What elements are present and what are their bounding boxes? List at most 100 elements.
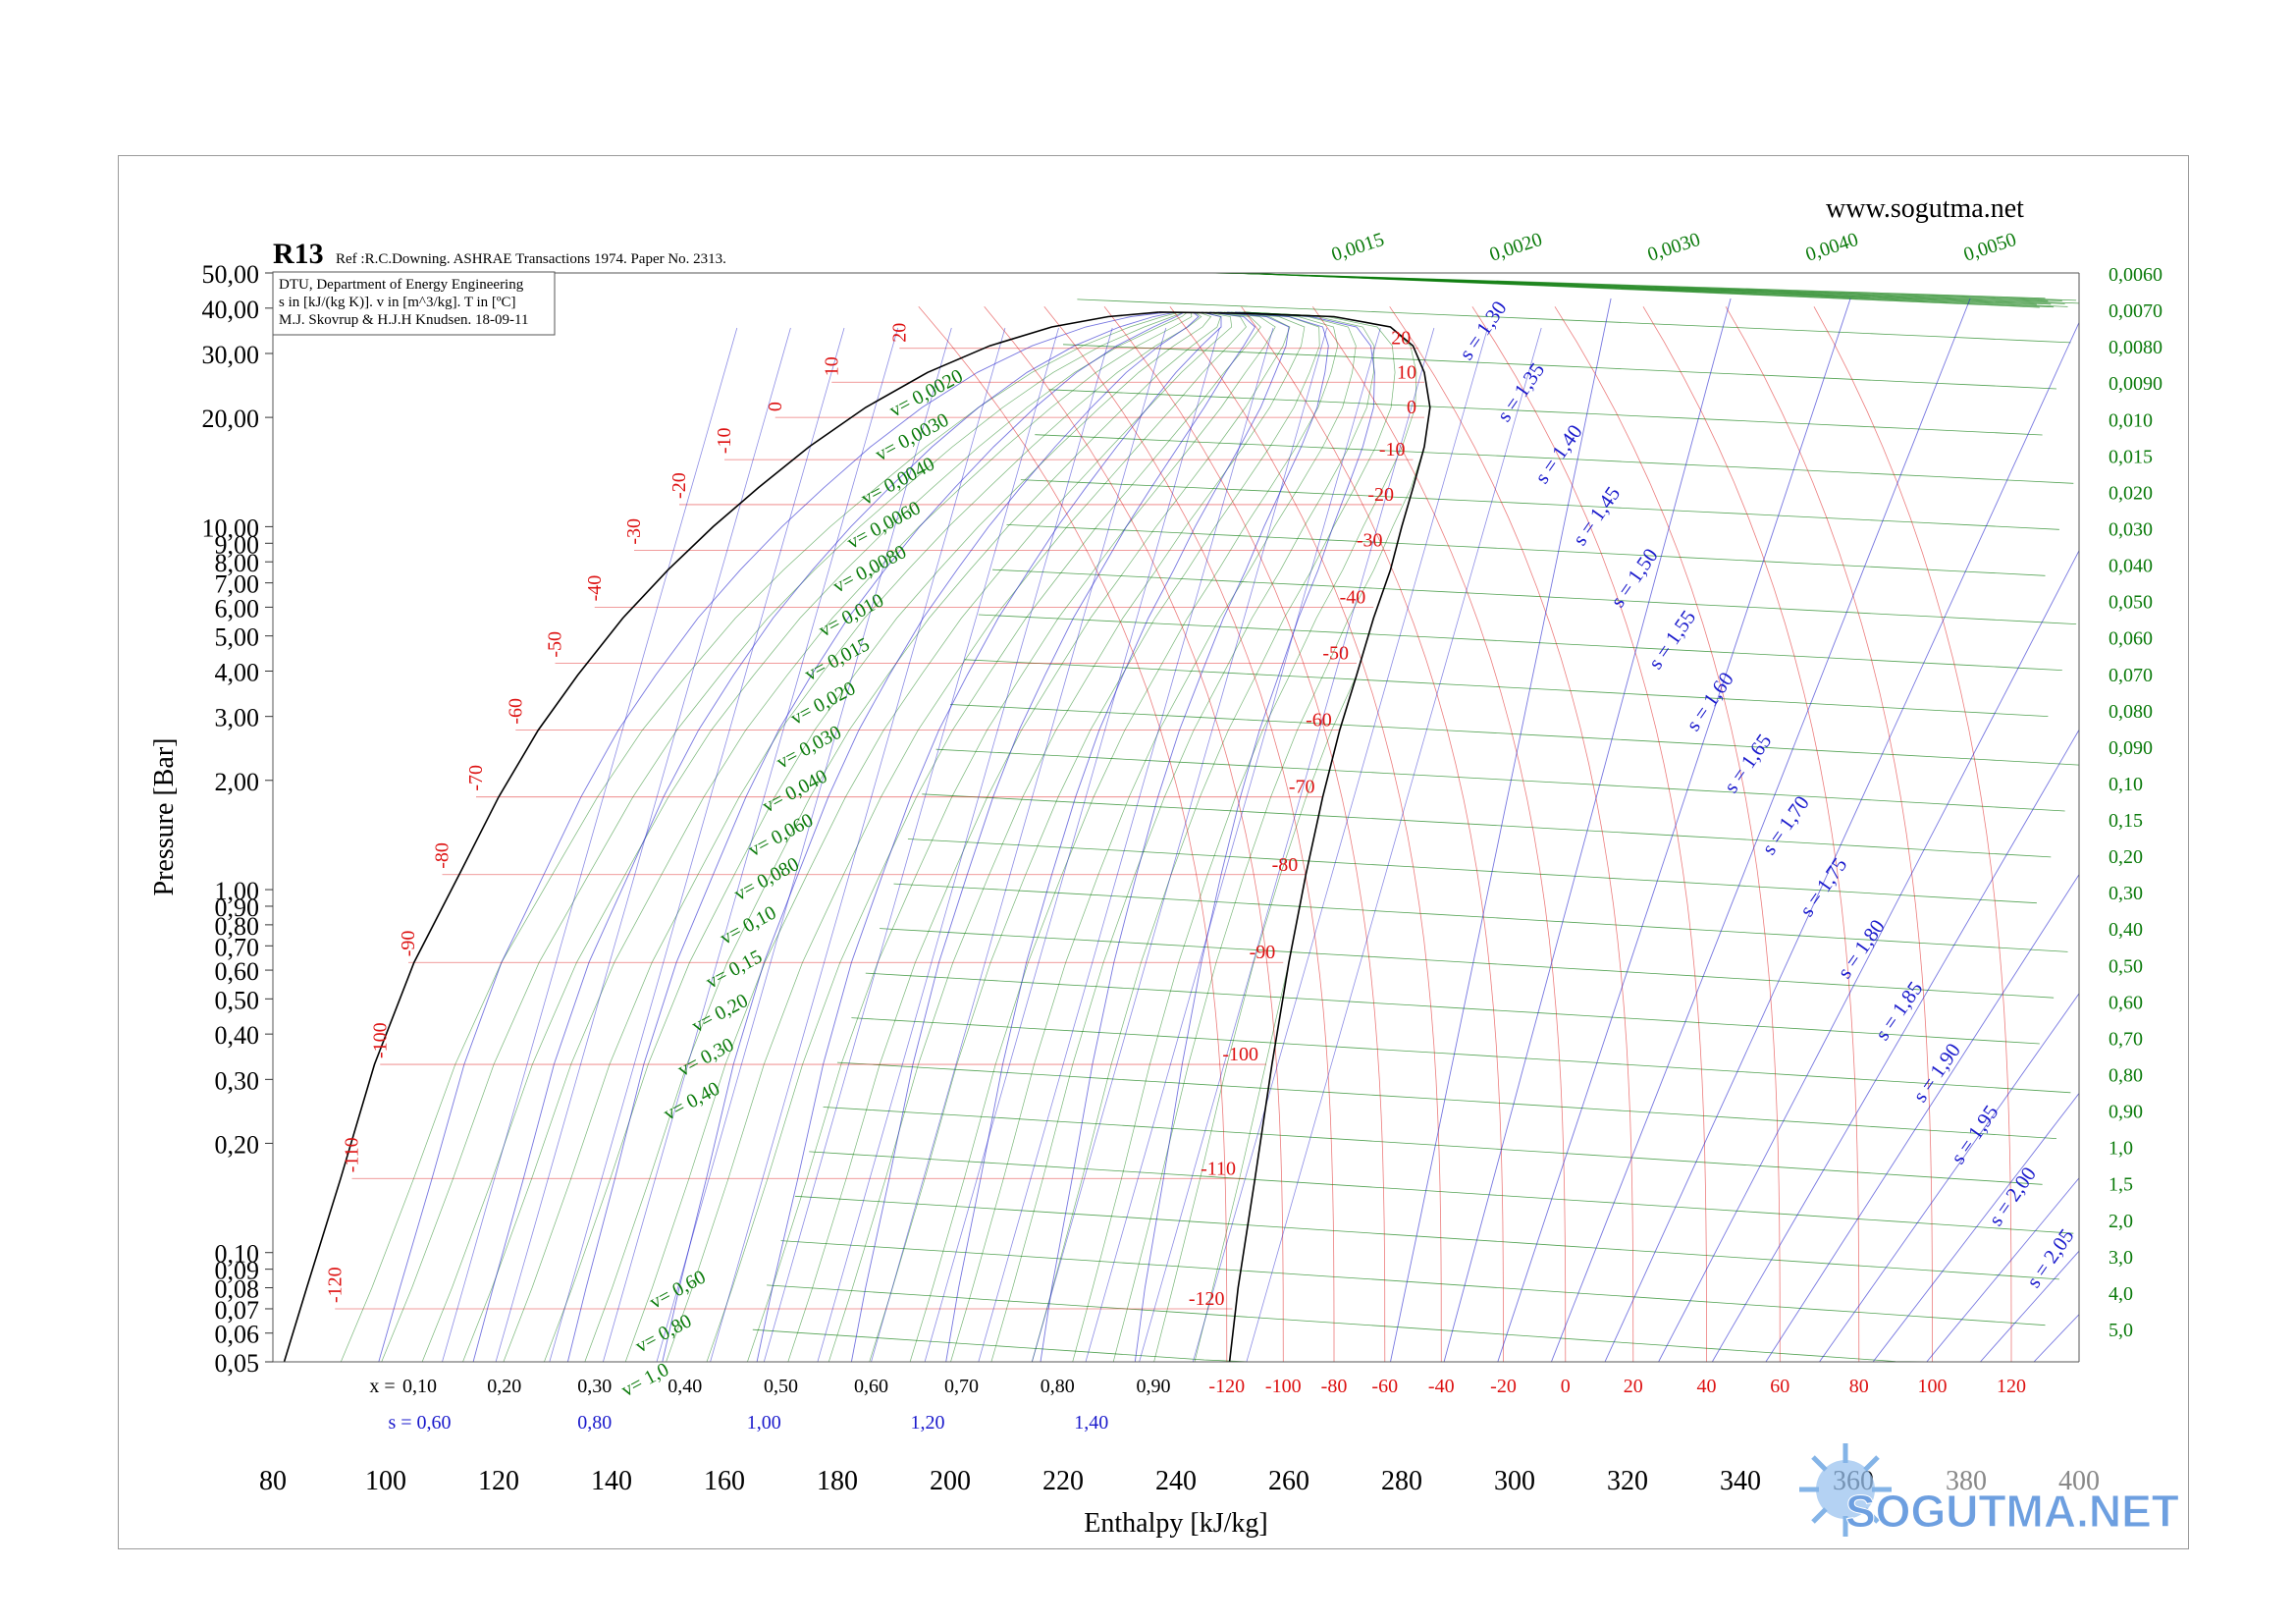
- isentrope-label: s = 1,70: [1757, 791, 1814, 859]
- y-tick-label: 50,00: [202, 260, 260, 289]
- isentrope-line: [1711, 729, 2079, 1362]
- isochore-right-label: 0,0080: [2109, 337, 2163, 358]
- isochore-right-label: 0,010: [2109, 409, 2153, 431]
- chart-title: R13: [273, 238, 324, 270]
- two-phase-isochore: [462, 311, 1193, 1362]
- two-phase-isochore: [747, 311, 1276, 1362]
- two-phase-isochore: [1194, 311, 1431, 1362]
- isentrope-line: [603, 327, 899, 1362]
- y-tick-label: 40,00: [202, 296, 260, 324]
- y-tick-label: 0,05: [215, 1349, 260, 1378]
- isochore-right-label: 0,70: [2109, 1028, 2143, 1050]
- isochore-line: [949, 704, 2079, 766]
- y-tick-label: 0,40: [215, 1021, 260, 1050]
- two-phase-isochore: [909, 311, 1339, 1362]
- isochore-right-label: 4,0: [2109, 1283, 2133, 1305]
- isotherm-line: [1103, 306, 1386, 1362]
- isochore-label: v= 0,030: [774, 722, 845, 774]
- isochore-line: [865, 972, 2040, 1045]
- isotherm-label: -30: [623, 518, 645, 545]
- isochore-label: v= 0,10: [717, 902, 779, 949]
- isochore-label: v= 0,20: [688, 990, 751, 1037]
- temperature-scale-label: 40: [1697, 1376, 1717, 1397]
- isotherm-vapor-label: -40: [1340, 586, 1366, 608]
- watermark-text: SOGUTMA.NET: [1845, 1486, 2179, 1537]
- isochore-line: [794, 1195, 2059, 1280]
- isotherm-line: [1389, 306, 1634, 1362]
- two-phase-isochore: [1153, 311, 1431, 1362]
- info-line: s in [kJ/(kg K)]. v in [m^3/kg]. T in [º…: [279, 295, 516, 310]
- isochore-right-label: 2,0: [2109, 1211, 2133, 1232]
- two-phase-isochore: [706, 311, 1261, 1362]
- isochore-label: v= 0,40: [661, 1078, 723, 1125]
- isotherm-line: [1554, 306, 1781, 1362]
- x-tick-label: 140: [591, 1466, 632, 1496]
- quality-line: [756, 311, 1222, 1362]
- isochore-right-label: 0,040: [2109, 556, 2153, 577]
- temperature-scale-label: -80: [1321, 1376, 1348, 1397]
- isentrope-line: [763, 327, 1059, 1362]
- x-tick-label: 200: [930, 1466, 971, 1496]
- quality-label: 0,30: [577, 1376, 612, 1397]
- isochore-line: [851, 1017, 2071, 1094]
- two-phase-isochore: [584, 311, 1221, 1362]
- isotherm-line: [1311, 306, 1567, 1362]
- isentrope-line: [1550, 298, 1971, 1362]
- isochore-right-label: 0,080: [2109, 701, 2153, 723]
- isentrope-label: s = 2,00: [1984, 1163, 2041, 1230]
- isochore-line: [907, 839, 2037, 904]
- isotherm-line: [918, 306, 1228, 1362]
- isochore-line: [922, 793, 2052, 858]
- isentrope-line: [1765, 873, 2079, 1362]
- x-tick-label: 280: [1381, 1466, 1422, 1496]
- two-phase-isochore: [544, 311, 1212, 1362]
- isotherm-line: [1241, 306, 1504, 1362]
- temperature-scale-label: -40: [1428, 1376, 1455, 1397]
- isentrope-line: [1819, 993, 2079, 1362]
- temperature-scale-label: 100: [1918, 1376, 1948, 1397]
- isotherm-label: -20: [668, 472, 690, 499]
- temperature-scale-label: -60: [1371, 1376, 1398, 1397]
- isochore-right-label: 0,070: [2109, 665, 2153, 686]
- isentrope-line: [1085, 327, 1381, 1362]
- isochore-label: v= 0,020: [787, 677, 859, 730]
- isotherm-label: -70: [465, 765, 487, 791]
- isochore-line: [1020, 479, 2059, 530]
- isochore-line: [823, 1107, 2043, 1185]
- isochore-right-label: 1,0: [2109, 1138, 2133, 1160]
- isotherm-label: -100: [369, 1022, 391, 1058]
- isochore-right-label: 0,40: [2109, 919, 2143, 941]
- entropy-scale-label: s = 0,60: [388, 1412, 451, 1434]
- y-tick-label: 0,30: [215, 1066, 260, 1095]
- y-tick-label: 2,00: [215, 768, 260, 796]
- quality-line: [472, 311, 1177, 1362]
- isochore-right-label: 0,050: [2109, 592, 2153, 614]
- info-line: DTU, Department of Energy Engineering: [279, 277, 524, 293]
- two-phase-isochore: [1112, 311, 1431, 1362]
- isotherm-label: 0: [765, 402, 786, 411]
- y-tick-label: 9,00: [215, 530, 260, 559]
- isochore-right-label: 0,90: [2109, 1102, 2143, 1123]
- chart-reference: Ref :R.C.Downing. ASHRAE Transactions 19…: [336, 251, 726, 267]
- isentrope-line: [817, 327, 1113, 1362]
- info-line: M.J. Skovrup & H.J.H Knudsen. 18-09-11: [279, 312, 528, 328]
- isochore-right-label: 1,5: [2109, 1174, 2133, 1196]
- temperature-scale-label: 80: [1849, 1376, 1869, 1397]
- y-tick-label: 0,50: [215, 986, 260, 1014]
- y-axis-label: Pressure [Bar]: [149, 738, 180, 896]
- quality-label: 0,70: [944, 1376, 979, 1397]
- isochore-label: v= 0,040: [759, 766, 830, 818]
- isotherm-line: [1813, 306, 2012, 1362]
- entropy-scale-label: 0,80: [577, 1412, 612, 1434]
- entropy-scale-label: 1,40: [1074, 1412, 1108, 1434]
- isochore-line: [1048, 389, 2043, 436]
- y-tick-label: 0,06: [215, 1321, 260, 1349]
- two-phase-isochore: [828, 311, 1306, 1362]
- isentrope-line: [1872, 1092, 2079, 1362]
- isochore-line: [836, 1061, 2057, 1139]
- isentrope-label: s = 1,75: [1794, 853, 1851, 921]
- isotherm-vapor-label: -30: [1357, 530, 1383, 552]
- isentrope-line: [871, 327, 1167, 1362]
- isochore-label: v= 1,0: [617, 1359, 672, 1402]
